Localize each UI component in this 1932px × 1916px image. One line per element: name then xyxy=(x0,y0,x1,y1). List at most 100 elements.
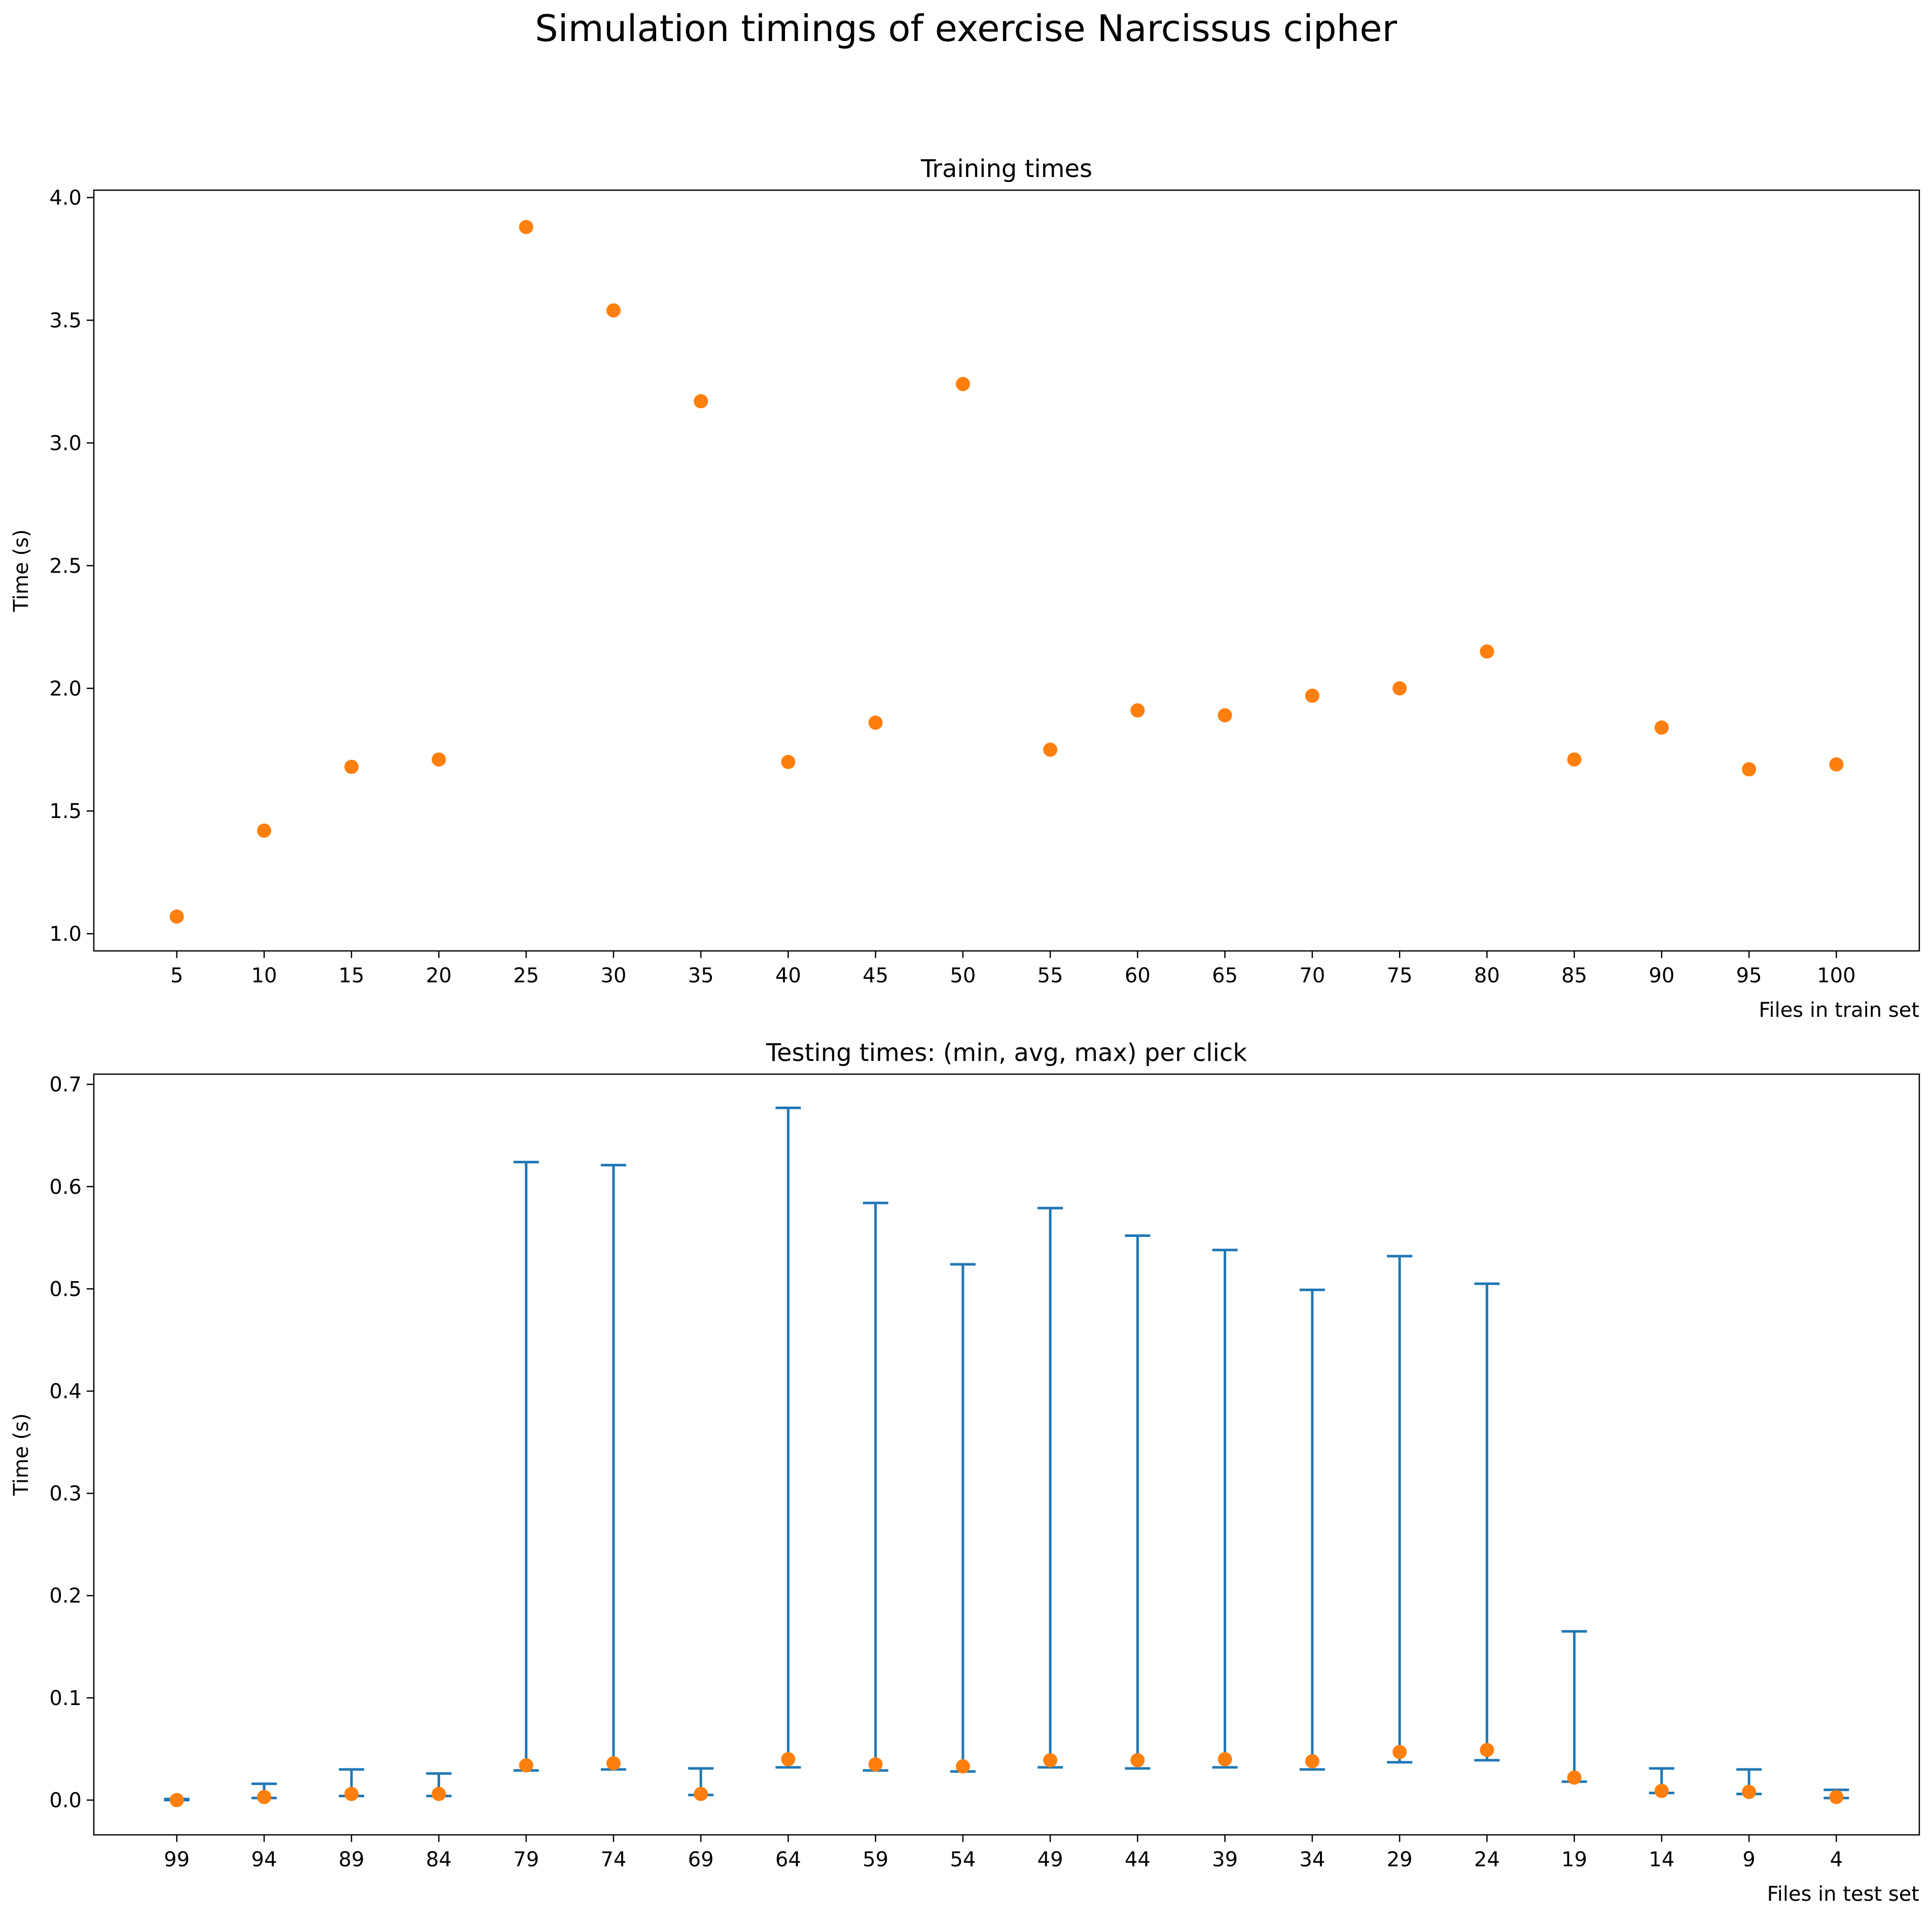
avg-point xyxy=(955,1759,970,1773)
x-tick-label: 24 xyxy=(1474,1848,1500,1871)
avg-point xyxy=(781,1752,796,1766)
avg-point xyxy=(257,1790,271,1804)
x-tick-label: 89 xyxy=(339,1848,365,1871)
x-tick-label: 4 xyxy=(1830,1848,1843,1871)
x-tick-label: 30 xyxy=(600,964,626,987)
data-point xyxy=(1742,762,1757,776)
y-tick-label: 0.2 xyxy=(49,1584,82,1608)
y-tick-label: 0.5 xyxy=(49,1278,82,1301)
data-point xyxy=(257,823,271,838)
x-tick-label: 85 xyxy=(1561,964,1587,987)
x-tick-label: 54 xyxy=(950,1848,976,1871)
y-tick-label: 0.0 xyxy=(49,1789,82,1812)
data-point xyxy=(1218,708,1232,723)
y-tick-label: 3.0 xyxy=(49,432,82,455)
data-point xyxy=(1567,752,1582,767)
data-point xyxy=(344,760,359,774)
avg-point xyxy=(1829,1790,1844,1804)
subplot-title: Training times xyxy=(920,155,1092,183)
x-tick-label: 70 xyxy=(1299,964,1325,987)
x-tick-label: 34 xyxy=(1299,1848,1325,1871)
avg-point xyxy=(1480,1743,1494,1757)
data-point xyxy=(169,909,184,924)
y-tick-label: 1.5 xyxy=(49,800,82,823)
data-point xyxy=(694,394,708,409)
avg-point xyxy=(169,1793,184,1807)
axes-frame xyxy=(93,189,1920,952)
y-tick-label: 2.0 xyxy=(49,677,82,700)
y-tick-label: 0.1 xyxy=(49,1687,82,1710)
x-tick-label: 74 xyxy=(600,1848,626,1871)
x-tick-label: 69 xyxy=(688,1848,714,1871)
x-tick-label: 75 xyxy=(1387,964,1413,987)
x-tick-label: 39 xyxy=(1212,1848,1238,1871)
x-tick-label: 100 xyxy=(1817,964,1855,987)
data-point xyxy=(1130,703,1145,718)
y-tick-label: 4.0 xyxy=(49,187,82,210)
avg-point xyxy=(1130,1753,1145,1767)
x-tick-label: 29 xyxy=(1387,1848,1413,1871)
avg-point xyxy=(1742,1785,1757,1799)
x-tick-label: 10 xyxy=(251,964,277,987)
data-point xyxy=(1829,757,1844,772)
axes-frame xyxy=(93,1073,1920,1836)
avg-point xyxy=(1043,1753,1058,1767)
x-axis-label: Files in train set xyxy=(1759,999,1919,1022)
x-tick-label: 99 xyxy=(164,1848,190,1871)
x-tick-label: 9 xyxy=(1742,1848,1755,1871)
x-tick-label: 80 xyxy=(1474,964,1500,987)
figure-title: Simulation timings of exercise Narcissus… xyxy=(534,7,1398,50)
avg-point xyxy=(344,1787,359,1801)
x-tick-label: 19 xyxy=(1561,1848,1587,1871)
y-tick-label: 0.4 xyxy=(49,1380,82,1403)
x-tick-label: 20 xyxy=(426,964,452,987)
x-tick-label: 55 xyxy=(1037,964,1063,987)
avg-point xyxy=(1218,1752,1232,1766)
y-tick-label: 3.5 xyxy=(49,309,82,332)
testing-times-plot: Testing times: (min, avg, max) per click… xyxy=(10,1039,1920,1906)
data-point xyxy=(955,377,970,392)
x-tick-label: 84 xyxy=(426,1848,452,1871)
data-point xyxy=(432,752,446,767)
avg-point xyxy=(606,1756,621,1770)
data-point xyxy=(1043,742,1058,757)
training-times-plot: Training times 1.0 1.5 2.0 2.5 3.0 3.5 4.0 Time … xyxy=(10,155,1920,1022)
y-tick-label: 1.0 xyxy=(49,922,82,946)
y-tick-label: 0.7 xyxy=(49,1073,82,1096)
y-tick-label: 0.6 xyxy=(49,1176,82,1199)
y-tick-label: 2.5 xyxy=(49,554,82,578)
data-point xyxy=(606,303,621,318)
x-tick-label: 49 xyxy=(1037,1848,1063,1871)
x-tick-label: 64 xyxy=(775,1848,801,1871)
avg-point xyxy=(519,1758,533,1772)
x-tick-label: 65 xyxy=(1212,964,1238,987)
data-point xyxy=(1480,644,1494,659)
x-tick-label: 14 xyxy=(1649,1848,1674,1871)
avg-point xyxy=(1305,1754,1319,1768)
y-axis-label: Time (s) xyxy=(10,1413,33,1497)
data-point xyxy=(1392,681,1407,696)
x-tick-label: 44 xyxy=(1125,1848,1151,1871)
x-tick-label: 95 xyxy=(1736,964,1762,987)
data-point xyxy=(868,716,883,730)
avg-point xyxy=(694,1787,708,1801)
data-point xyxy=(1654,720,1669,735)
x-tick-label: 90 xyxy=(1649,964,1674,987)
x-tick-label: 25 xyxy=(513,964,539,987)
x-tick-label: 5 xyxy=(170,964,183,987)
x-tick-label: 35 xyxy=(688,964,714,987)
avg-point xyxy=(432,1787,446,1801)
x-axis-label: Files in test set xyxy=(1767,1883,1919,1906)
subplot-title: Testing times: (min, avg, max) per click xyxy=(766,1039,1247,1067)
x-tick-label: 50 xyxy=(950,964,976,987)
avg-point xyxy=(1654,1784,1669,1798)
x-tick-label: 94 xyxy=(251,1848,277,1871)
x-tick-label: 59 xyxy=(863,1848,888,1871)
y-axis-label: Time (s) xyxy=(10,529,33,613)
x-tick-label: 40 xyxy=(775,964,801,987)
x-tick-label: 45 xyxy=(863,964,888,987)
x-tick-label: 60 xyxy=(1125,964,1151,987)
avg-point xyxy=(868,1757,883,1771)
data-point xyxy=(519,220,533,234)
